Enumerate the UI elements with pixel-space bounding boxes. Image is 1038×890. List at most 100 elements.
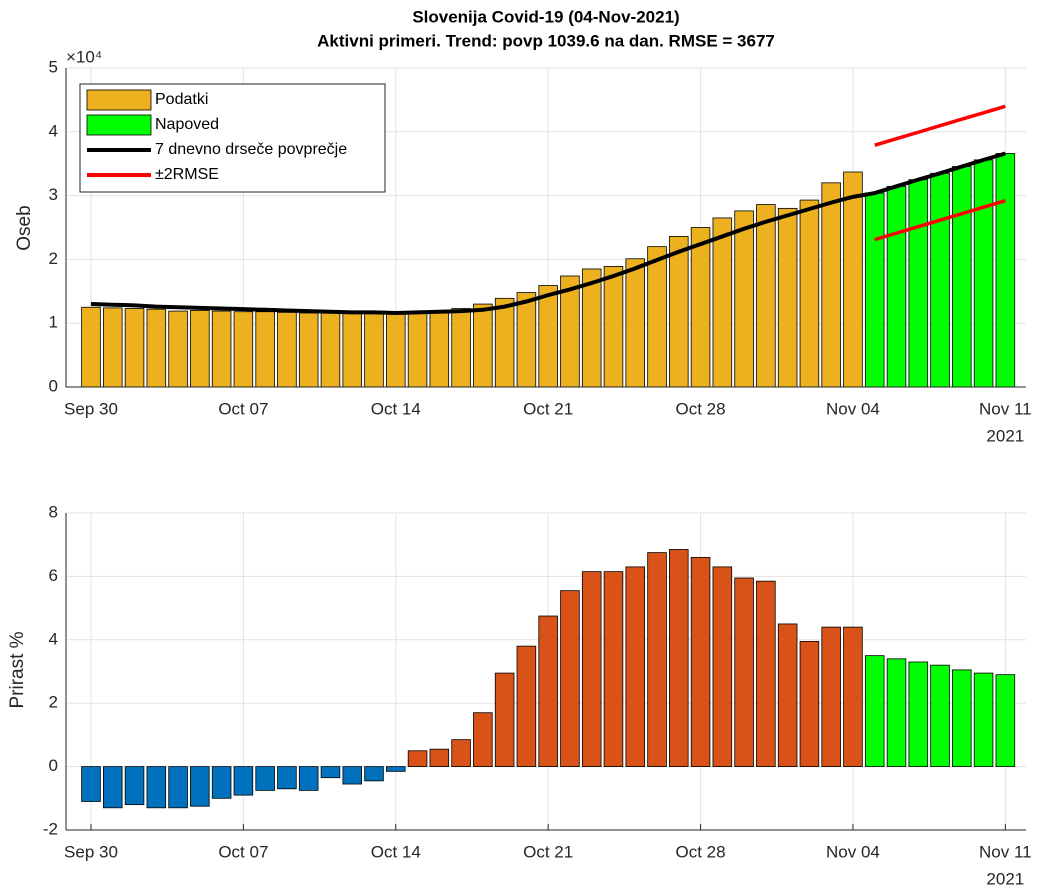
bar	[734, 577, 754, 767]
bar	[821, 182, 841, 388]
bar	[560, 590, 580, 767]
bar	[516, 645, 537, 768]
bar	[995, 674, 1016, 767]
bar	[233, 766, 254, 796]
bar	[146, 766, 167, 809]
bar	[81, 766, 101, 802]
y-tick-label: 5	[49, 57, 58, 76]
bar	[712, 217, 733, 388]
y-tick-label: 3	[49, 185, 58, 204]
y-multiplier: ×10⁴	[66, 47, 102, 66]
bar	[168, 310, 188, 388]
bar	[146, 308, 167, 388]
bar	[669, 236, 689, 388]
bar	[690, 556, 711, 768]
bar	[603, 571, 624, 768]
bar	[124, 766, 145, 806]
trend-line	[90, 151, 1006, 315]
bar	[952, 669, 972, 767]
bar	[756, 580, 776, 768]
bar	[407, 311, 428, 388]
x-tick-label: Sep 30	[64, 399, 118, 418]
bar	[799, 199, 820, 388]
bar	[255, 311, 275, 388]
y-tick-label: 0	[49, 756, 58, 775]
bar	[886, 658, 907, 768]
y-tick-label: 4	[49, 121, 58, 140]
bar	[473, 712, 493, 768]
bar	[494, 672, 515, 768]
bar	[168, 766, 188, 809]
x-tick-label: Nov 11	[979, 399, 1032, 418]
x-tick-label: Oct 07	[218, 842, 268, 861]
x-tick-label: Sep 30	[64, 842, 118, 861]
y-axis-label: Oseb	[14, 205, 35, 250]
legend-label: Podatki	[155, 91, 208, 108]
x-tick-label: Oct 21	[523, 399, 573, 418]
bar	[538, 285, 558, 388]
bar	[211, 766, 232, 799]
bar	[451, 739, 471, 768]
bar	[712, 566, 733, 768]
bar	[298, 766, 319, 791]
upper-bound-line	[874, 104, 1006, 147]
bar	[669, 549, 689, 768]
legend-swatch	[86, 89, 152, 111]
x-tick-label: Oct 07	[218, 399, 268, 418]
bar	[407, 750, 428, 768]
bar	[124, 308, 145, 388]
y-tick-label: 8	[49, 502, 58, 521]
bar	[342, 766, 363, 785]
bar	[581, 571, 602, 768]
bar	[864, 192, 885, 388]
bar	[211, 310, 232, 388]
bar	[908, 661, 929, 767]
bar	[777, 623, 798, 768]
bar	[103, 307, 123, 388]
bar	[777, 207, 798, 388]
bar	[647, 552, 667, 768]
legend-swatch	[86, 114, 152, 136]
chart-subtitle: Aktivni primeri. Trend: povp 1039.6 na d…	[317, 31, 775, 50]
bar	[690, 227, 711, 388]
bar	[930, 172, 950, 388]
x-tick-label: Oct 14	[371, 399, 421, 418]
legend-label: ±2RMSE	[155, 166, 219, 183]
x-year-label: 2021	[986, 426, 1024, 445]
bar	[386, 766, 406, 772]
bar	[429, 310, 450, 388]
x-tick-label: Oct 14	[371, 842, 421, 861]
bar	[342, 312, 363, 388]
bar	[516, 292, 537, 388]
bar	[103, 766, 123, 809]
x-tick-label: Oct 21	[523, 842, 573, 861]
x-tick-label: Nov 11	[979, 842, 1032, 861]
bar	[190, 766, 210, 807]
y-tick-label: 2	[49, 693, 58, 712]
bar	[843, 171, 863, 388]
bar	[886, 185, 907, 388]
bar	[451, 308, 471, 388]
bar	[734, 210, 754, 388]
bar	[821, 626, 841, 767]
bar	[277, 311, 297, 388]
bar	[277, 766, 297, 790]
bar	[843, 626, 863, 767]
bar	[298, 312, 319, 388]
y-tick-label: -2	[43, 819, 58, 838]
bar	[364, 766, 384, 782]
bar	[603, 266, 624, 388]
legend-label: 7 dnevno drseče povprečje	[155, 141, 347, 158]
y-axis-label: Prirast %	[7, 631, 28, 708]
legend-label: Napoved	[155, 116, 219, 133]
x-year-label: 2021	[986, 869, 1024, 888]
bar	[473, 303, 493, 388]
bar	[494, 297, 515, 388]
bar	[320, 311, 341, 388]
y-tick-label: 2	[49, 249, 58, 268]
bar	[973, 159, 994, 388]
bar	[81, 306, 101, 388]
bar	[538, 615, 558, 768]
y-tick-label: 1	[49, 313, 58, 332]
